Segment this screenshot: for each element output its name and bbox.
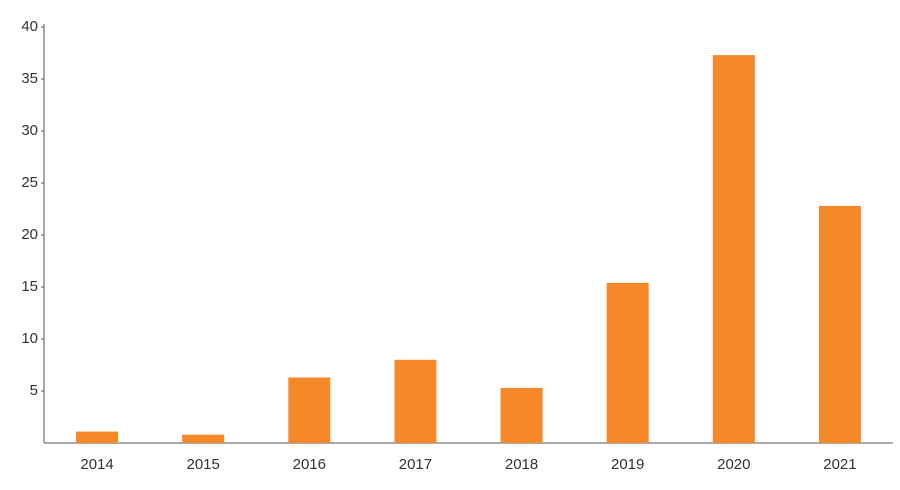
y-tick-label: 15 xyxy=(21,278,38,295)
x-tick-label: 2018 xyxy=(505,456,538,473)
y-tick-label: 35 xyxy=(21,70,38,87)
y-tick-label: 10 xyxy=(21,330,38,347)
x-tick-label: 2021 xyxy=(823,456,856,473)
bar xyxy=(712,55,755,443)
bar xyxy=(288,377,331,443)
y-tick-label: 30 xyxy=(21,122,38,139)
y-tick-label: 40 xyxy=(21,18,38,35)
x-tick-label: 2016 xyxy=(293,456,326,473)
x-tick-label: 2020 xyxy=(717,456,750,473)
bar xyxy=(818,205,861,443)
x-tick-label: 2014 xyxy=(80,456,113,473)
bar xyxy=(500,387,543,443)
y-tick-label: 5 xyxy=(30,382,38,399)
bar xyxy=(606,282,649,443)
bar xyxy=(182,434,225,443)
x-tick-label: 2019 xyxy=(611,456,644,473)
bar xyxy=(394,359,437,443)
y-tick-label: 20 xyxy=(21,226,38,243)
x-tick-label: 2017 xyxy=(399,456,432,473)
x-tick-label: 2015 xyxy=(187,456,220,473)
bar xyxy=(76,431,119,443)
y-tick-label: 25 xyxy=(21,174,38,191)
